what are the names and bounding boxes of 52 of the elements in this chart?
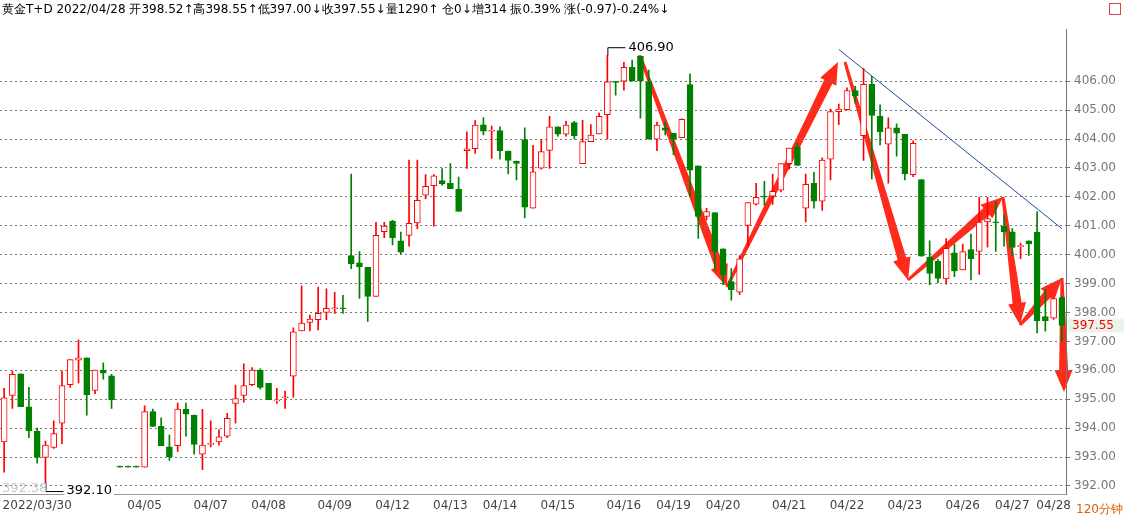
x-tick-label: 04/23 [887,497,923,512]
candlestick [1025,240,1033,256]
candlestick [488,125,496,159]
y-tick-label: 394.00 [1074,420,1117,435]
x-tick-label: 2022/03/30 [2,497,72,512]
candlestick [99,362,107,380]
y-tick-label: 400.00 [1074,246,1117,261]
candlestick [281,390,289,409]
candlestick [207,420,215,448]
y-tick-label: 393.00 [1074,449,1117,464]
text: 397.55 [1072,317,1115,332]
y-tick-label: 402.00 [1074,188,1117,203]
x-tick-label: 04/20 [705,497,741,512]
y-tick-label: 405.00 [1074,102,1117,117]
y-tick-label: 406.00 [1074,73,1117,88]
chart-title: 黄金T+D 2022/04/28 开398.52↑高398.55↑低397.00↓收397.55↓量1290↑ 仓0↓增314 振0.39% 涨(-0.97)-0.24%↓ [1,1,671,18]
x-tick-label: 04/14 [482,497,518,512]
candlestick [463,131,471,169]
x-tick-label: 04/16 [606,497,642,512]
y-tick-label: 392.00 [1074,478,1117,493]
x-tick-label: 04/08 [251,497,286,512]
x-tick-label: 04/15 [540,497,576,512]
candlestick [992,201,1000,252]
x-tick-label: 04/05 [127,497,162,512]
x-tick-label: 04/28 [1036,497,1071,512]
y-tick-label: 395.00 [1074,391,1117,406]
x-tick-label: 04/22 [829,497,865,512]
candlestick [273,387,281,404]
y-tick-label: 396.00 [1074,362,1117,377]
y-tick-label: 403.00 [1074,160,1117,175]
candlestick [182,402,190,437]
x-tick-label: 04/19 [656,497,691,512]
y-tick-label: 404.00 [1074,131,1117,146]
x-tick-label: 04/21 [771,497,807,512]
y-tick-label: 401.00 [1074,217,1117,232]
y-tick-label: 399.00 [1074,275,1117,290]
x-tick-label: 04/12 [375,497,410,512]
y-tick-label: 398.00 [1074,304,1117,319]
candlestick [405,159,413,247]
x-tick-label: 04/07 [193,497,229,512]
y-tick-label: 397.00 [1074,333,1117,348]
x-tick-label: 04/09 [317,497,352,512]
x-tick-label: 04/13 [433,497,468,512]
x-tick-label: 04/26 [945,497,981,512]
x-tick-label: 04/27 [995,497,1030,512]
annotation: 392.10 [66,482,112,498]
text: 120分钟 [1076,502,1123,517]
candlestick [430,174,438,227]
candlestick [347,173,355,269]
annotation: 406.90 [628,38,674,54]
candlestick [331,291,339,314]
candlestick [339,295,347,314]
